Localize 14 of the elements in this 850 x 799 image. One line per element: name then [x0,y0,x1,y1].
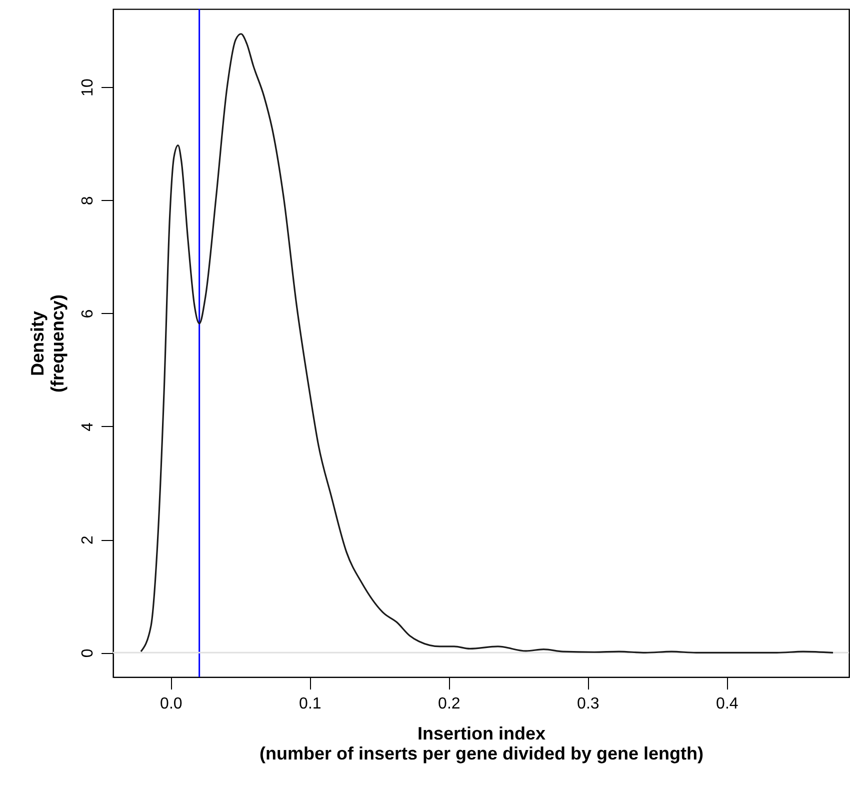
x-tick-label: 0.0 [160,696,182,712]
x-tick-label: 0.1 [299,696,322,712]
y-tick-label: 2 [80,536,96,545]
y-tick-label: 4 [80,422,96,432]
y-tick-label: 8 [80,196,96,206]
x-tick-label: 0.2 [438,696,460,712]
x-tick-label: 0.3 [577,696,600,712]
y-tick-label: 10 [80,78,96,96]
y-axis-title: Density (frequency) [28,294,68,393]
y-tick-label: 0 [80,648,96,658]
y-tick-label: 6 [80,309,96,318]
x-axis-title: Insertion index (number of inserts per gene divided by gene length) [259,724,704,764]
x-tick-label: 0.4 [716,696,738,712]
line-series [140,33,834,654]
